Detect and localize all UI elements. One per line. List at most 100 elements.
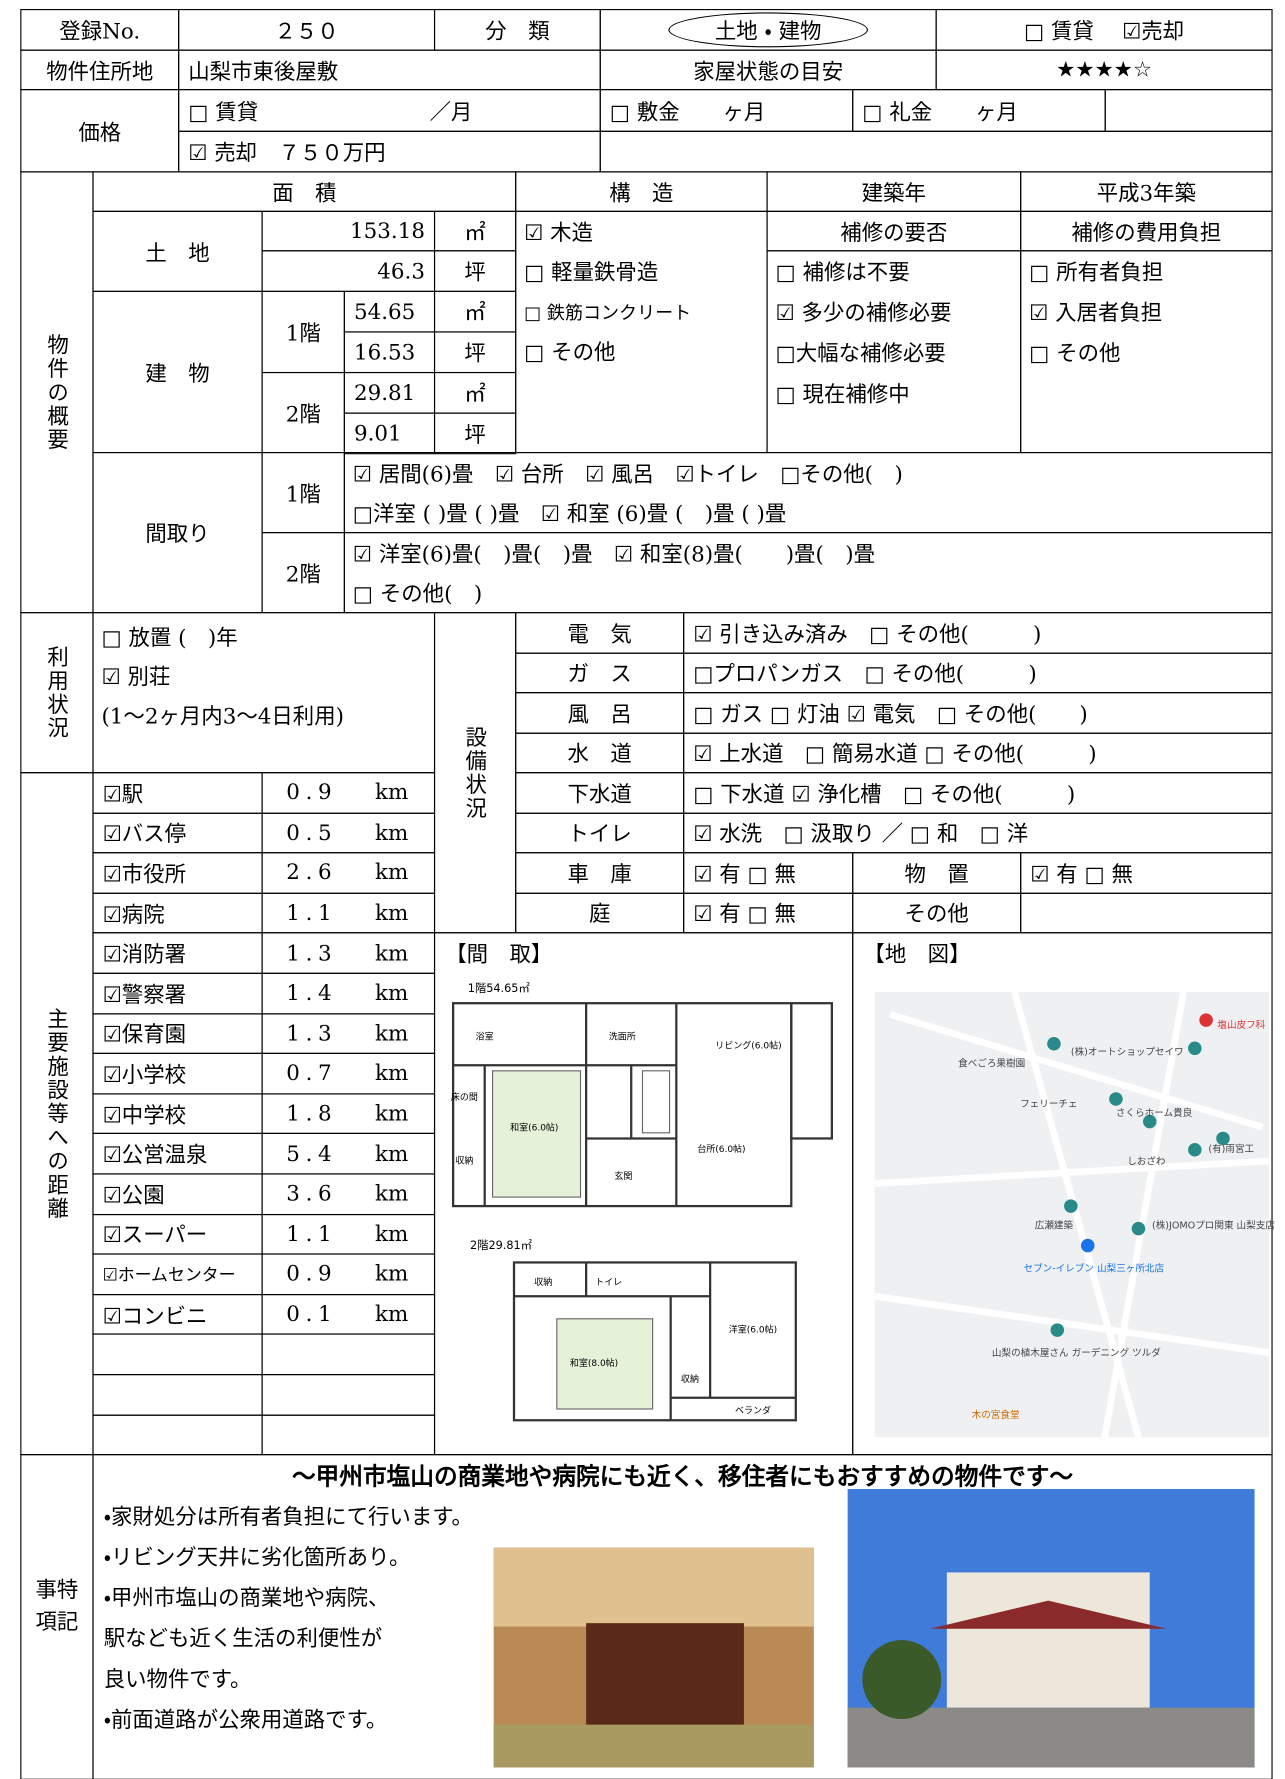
label-text: 補修の費用負担 bbox=[1071, 220, 1222, 246]
structure-option: □ 鉄筋コンクリート bbox=[515, 291, 767, 332]
facility-name: ☑消防署 bbox=[92, 932, 263, 974]
unit-text: ㎡ bbox=[464, 300, 486, 326]
label-text: 価格 bbox=[78, 120, 122, 145]
label: 下水道 bbox=[515, 772, 685, 814]
facility-value: □プロパンガス □ その他( ) bbox=[683, 652, 1273, 694]
facility-value: ☑ 引き込み済み □ その他( ) bbox=[683, 612, 1273, 654]
room-line: ☑ 居間(6)畳 ☑ 台所 ☑ 風呂 ☑トイレ □その他( ) bbox=[344, 452, 1273, 493]
facility-name-text: ☑警察署 bbox=[102, 982, 187, 1008]
distance-value: 5.4 bbox=[277, 1133, 368, 1174]
unit-text: 坪 bbox=[464, 422, 486, 448]
section-label: 主要施設等への距離 bbox=[20, 772, 94, 1456]
table-cell bbox=[261, 1374, 436, 1416]
area-value: 9.01 bbox=[343, 412, 436, 455]
repair-option: □ 補修は不要 bbox=[766, 250, 1021, 292]
facility-value-text: □ 下水道 ☑ 浄化槽 □ その他( ) bbox=[693, 781, 1076, 807]
unit-text: km bbox=[375, 1061, 409, 1087]
distance-value: 1.1 bbox=[277, 1214, 368, 1255]
floor-label: 2階 bbox=[261, 532, 345, 614]
deposit: □ 敷金 ヶ月 bbox=[599, 89, 854, 132]
section-label-text: 項記 bbox=[35, 1609, 79, 1635]
remark-line: ・家財処分は所有者負担にて行います。 bbox=[95, 1495, 502, 1537]
facility-name: ☑公園 bbox=[92, 1173, 263, 1215]
cost-option-text: ☑ 入居者負担 bbox=[1029, 300, 1163, 326]
distance-value: 0.7 bbox=[277, 1053, 368, 1094]
floor-label: 2階 bbox=[261, 371, 345, 454]
facility-value: ☑ 有 □ 無 bbox=[683, 892, 854, 934]
facility-name: ☑市役所 bbox=[92, 852, 263, 894]
usage-line-text: □ 放置 ( )年 bbox=[101, 625, 238, 651]
structure-option-text: □ 鉄筋コンクリート bbox=[524, 302, 692, 324]
facility-value-text: ☑ 上水道 □ 簡易水道 □ その他( ) bbox=[693, 741, 1097, 767]
reg-no-text: ２５０ bbox=[274, 19, 339, 44]
label-text: 建築年 bbox=[861, 180, 926, 206]
reg-no: ２５０ bbox=[178, 9, 436, 51]
unit: ㎡ bbox=[433, 290, 517, 333]
remark-line-text: 良い物件です。 bbox=[103, 1667, 252, 1692]
section-label-text: 【間 取】 bbox=[445, 942, 553, 968]
facility-value-text: □プロパンガス □ その他( ) bbox=[693, 661, 1037, 687]
table-cell bbox=[261, 1333, 436, 1376]
room-line: □洋室 ( )畳 ( )畳 ☑ 和室 (6)畳 ( )畳 ( )畳 bbox=[344, 492, 1273, 533]
facility-value: ☑ 有 □ 無 bbox=[683, 852, 854, 894]
facility-value: □ 下水道 ☑ 浄化槽 □ その他( ) bbox=[683, 772, 1273, 814]
distance-value-text: 5.4 bbox=[286, 1141, 338, 1167]
unit: km bbox=[363, 1093, 420, 1134]
distance-value-text: 0.9 bbox=[286, 780, 338, 806]
label-text: ガ ス bbox=[567, 661, 632, 687]
label: 風 呂 bbox=[515, 692, 685, 734]
distance-value: 2.6 bbox=[277, 852, 368, 893]
unit: km bbox=[363, 1254, 420, 1295]
key-money: □ 礼金 ヶ月 bbox=[852, 89, 1106, 132]
facility-name: ☑ホームセンター bbox=[92, 1253, 263, 1295]
label: 価格 bbox=[20, 89, 180, 173]
facility-name-text: ☑スーパー bbox=[102, 1223, 208, 1249]
unit: km bbox=[363, 893, 420, 934]
structure-option-text: □ 軽量鉄骨造 bbox=[524, 260, 659, 286]
label-text: 補修の要否 bbox=[840, 220, 948, 246]
facility-name-text: ☑駅 bbox=[102, 782, 144, 807]
section-label: 【地 図】 bbox=[854, 936, 1035, 971]
facility-value-text: ☑ 引き込み済み □ その他( ) bbox=[693, 621, 1042, 647]
usage-line-text: (1～2ヶ月内3～4日利用) bbox=[101, 704, 345, 730]
unit: 坪 bbox=[433, 250, 517, 292]
facility-name-text: ☑バス停 bbox=[102, 822, 187, 847]
facility-name: ☑小学校 bbox=[92, 1053, 263, 1095]
section-label: 物件の概要 bbox=[20, 171, 94, 614]
unit-text: km bbox=[375, 860, 409, 886]
label: 建築年 bbox=[766, 171, 1022, 212]
label: 庭 bbox=[515, 892, 685, 934]
unit: km bbox=[363, 852, 420, 893]
distance-value: 1.1 bbox=[277, 893, 368, 934]
unit-text: km bbox=[375, 1021, 409, 1046]
unit-text: km bbox=[375, 820, 409, 846]
usage-line-text: ☑ 別荘 bbox=[101, 665, 171, 690]
deal-type: □ 賃貸 ☑売却 bbox=[935, 9, 1273, 51]
label-text: 構 造 bbox=[609, 180, 674, 206]
distance-value-text: 3.6 bbox=[286, 1181, 338, 1207]
unit-text: km bbox=[375, 1141, 409, 1167]
facility-value-text: ☑ 有 □ 無 bbox=[693, 862, 796, 887]
facility-value: ☑ 上水道 □ 簡易水道 □ その他( ) bbox=[683, 732, 1273, 774]
section-label-text: 事特 bbox=[35, 1578, 79, 1603]
unit: km bbox=[363, 812, 420, 853]
usage-line: □ 放置 ( )年 bbox=[92, 617, 435, 656]
unit-text: km bbox=[375, 1101, 409, 1127]
label: 車 庫 bbox=[515, 852, 685, 894]
label: ガ ス bbox=[515, 652, 685, 694]
structure-option-text: ☑ 木造 bbox=[524, 220, 593, 246]
table-cell bbox=[1104, 89, 1273, 132]
floor-label: 1階 bbox=[261, 452, 345, 534]
cost-option: ☑ 入居者負担 bbox=[1020, 291, 1272, 333]
repair-option-text: □ 現在補修中 bbox=[775, 382, 910, 407]
distance-value-text: 1.3 bbox=[286, 940, 338, 966]
unit: km bbox=[363, 1053, 420, 1094]
built-year-text: 平成3年築 bbox=[1096, 180, 1197, 206]
room-line-text: □洋室 ( )畳 ( )畳 ☑ 和室 (6)畳 ( )畳 ( )畳 bbox=[352, 501, 787, 527]
unit: ㎡ bbox=[433, 371, 517, 414]
section-label: 利用状況 bbox=[20, 612, 94, 774]
label: 物 置 bbox=[852, 852, 1022, 894]
label-text: 分 類 bbox=[485, 19, 550, 44]
distance-value: 1.3 bbox=[277, 1013, 368, 1054]
label-text: 下水道 bbox=[567, 781, 632, 807]
